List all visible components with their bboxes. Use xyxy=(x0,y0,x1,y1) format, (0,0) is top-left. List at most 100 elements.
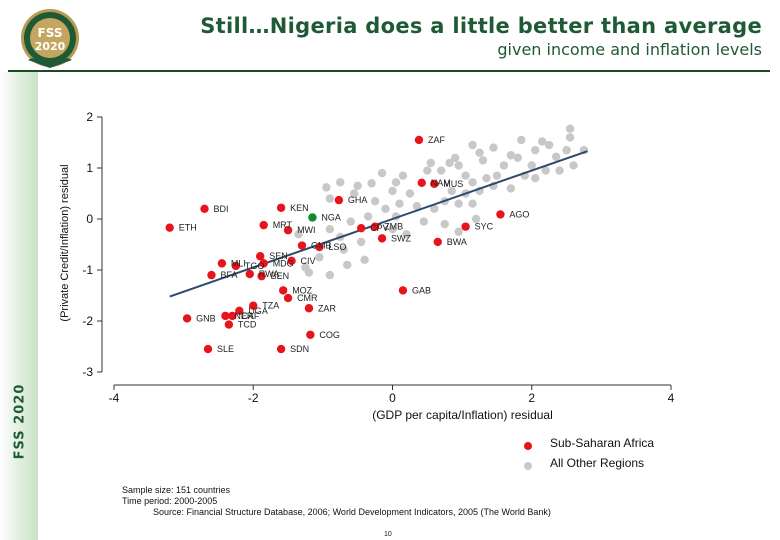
y-axis-label: (Private Credit/Inflation) residual xyxy=(59,164,71,321)
legend-ssa-dot-icon xyxy=(524,442,532,450)
point-label-gmb: GMB xyxy=(311,241,332,251)
legend-ssa-label: Sub-Saharan Africa xyxy=(550,436,655,450)
point-label-eth: ETH xyxy=(179,223,197,233)
data-point-other xyxy=(517,135,526,145)
data-point-other xyxy=(544,140,554,150)
data-point-other xyxy=(447,186,456,196)
data-point-other xyxy=(562,145,571,155)
data-point-other xyxy=(445,158,454,168)
data-point-other xyxy=(437,166,446,175)
point-label-zaf: ZAF xyxy=(428,135,446,145)
data-point-other xyxy=(531,145,540,155)
fss-2020-logo: FSS 2020 xyxy=(21,9,79,68)
data-point-other xyxy=(405,189,415,198)
point-label-cpv: CPV xyxy=(370,223,389,233)
chart-axes: 2 1 0 -1 -2 -3 -4 -2 0 2 4 xyxy=(82,110,674,405)
data-point-mli xyxy=(217,259,227,268)
data-point-other xyxy=(325,194,335,203)
data-point-tza xyxy=(249,301,258,310)
x-tick-label: 0 xyxy=(389,391,396,405)
data-point-tcd xyxy=(224,320,234,329)
data-point-lso xyxy=(315,242,324,252)
x-tick-label: 4 xyxy=(668,391,675,405)
point-label-tcd: TCD xyxy=(238,320,257,330)
point-label-cog: COG xyxy=(319,330,340,340)
logo-inner-disc xyxy=(30,18,70,58)
data-point-mwi xyxy=(283,226,293,235)
data-point-other xyxy=(506,184,516,193)
data-point-rwa xyxy=(245,269,254,279)
data-point-other xyxy=(395,199,404,208)
data-point-other xyxy=(471,214,481,224)
points-sub-saharan-africa xyxy=(165,135,505,354)
data-point-mdg xyxy=(259,259,268,268)
point-label-gnb: GNB xyxy=(196,313,216,323)
point-label-mdg: MDG xyxy=(273,258,294,268)
data-point-other xyxy=(419,217,429,226)
point-label-bfa: BFA xyxy=(220,270,237,280)
points-other-regions xyxy=(294,124,589,280)
data-point-other xyxy=(454,161,463,170)
data-point-other xyxy=(551,152,561,161)
data-point-other xyxy=(322,183,331,192)
data-point-other xyxy=(475,148,484,157)
point-label-sle: SLE xyxy=(217,344,234,354)
data-point-ben xyxy=(257,271,266,281)
footnote-source: Source: Financial Structure Database, 20… xyxy=(153,507,551,517)
data-point-other xyxy=(426,158,435,168)
legend-other-label: All Other Regions xyxy=(550,456,645,470)
point-label-ner: NER xyxy=(234,311,254,321)
left-gradient-band xyxy=(0,72,38,540)
point-label-cmr: CMR xyxy=(297,293,318,303)
data-point-other xyxy=(541,166,550,175)
data-point-moz xyxy=(278,286,288,295)
x-tick-label: -4 xyxy=(109,391,120,405)
data-point-other xyxy=(325,225,335,234)
data-point-other xyxy=(531,174,540,183)
data-point-other xyxy=(492,171,502,180)
data-point-mrt xyxy=(259,220,268,230)
point-label-gab: GAB xyxy=(412,285,431,295)
data-point-other xyxy=(370,196,380,206)
data-point-other xyxy=(454,199,463,208)
data-point-nam xyxy=(417,178,426,187)
data-point-other xyxy=(513,153,523,162)
footnote-sample: Sample size: 151 countries xyxy=(122,485,231,495)
point-label-nam: NAM xyxy=(431,178,451,188)
point-label-zmb: ZMB xyxy=(384,222,403,232)
data-point-gmb xyxy=(297,241,307,250)
data-point-bdi xyxy=(200,204,209,213)
y-tick-label: 1 xyxy=(86,161,93,175)
data-point-other xyxy=(565,133,575,142)
data-point-eth xyxy=(165,223,174,232)
y-tick-label: -1 xyxy=(82,263,93,277)
data-point-other xyxy=(388,225,397,234)
point-label-caf: CAF xyxy=(241,311,260,321)
data-point-other xyxy=(356,237,366,247)
data-point-other xyxy=(346,217,355,226)
point-label-syc: SYC xyxy=(475,222,494,232)
data-point-sle xyxy=(203,344,213,354)
data-point-other xyxy=(468,178,477,187)
data-point-syc xyxy=(461,222,470,231)
data-point-uga xyxy=(235,306,244,315)
point-label-sdn: SDN xyxy=(290,344,309,354)
data-point-other xyxy=(360,255,369,264)
data-point-ken xyxy=(276,203,286,212)
data-point-other xyxy=(377,168,387,178)
legend-other-dot-icon xyxy=(524,462,532,470)
footnote-period: Time period: 2000-2005 xyxy=(122,496,218,506)
point-label-swz: SWZ xyxy=(391,233,411,243)
data-point-tgo xyxy=(231,261,241,271)
point-label-ben: BEN xyxy=(271,271,290,281)
data-point-other xyxy=(450,153,460,162)
data-point-other xyxy=(423,166,432,175)
y-tick-label: 2 xyxy=(86,110,93,124)
data-point-other xyxy=(412,202,422,211)
data-point-other xyxy=(555,166,564,175)
data-point-other xyxy=(315,253,324,262)
data-point-other xyxy=(304,268,314,277)
x-axis-label: (GDP per capita/Inflation) residual xyxy=(372,408,553,422)
data-point-other xyxy=(343,260,352,270)
data-point-other xyxy=(325,270,335,280)
